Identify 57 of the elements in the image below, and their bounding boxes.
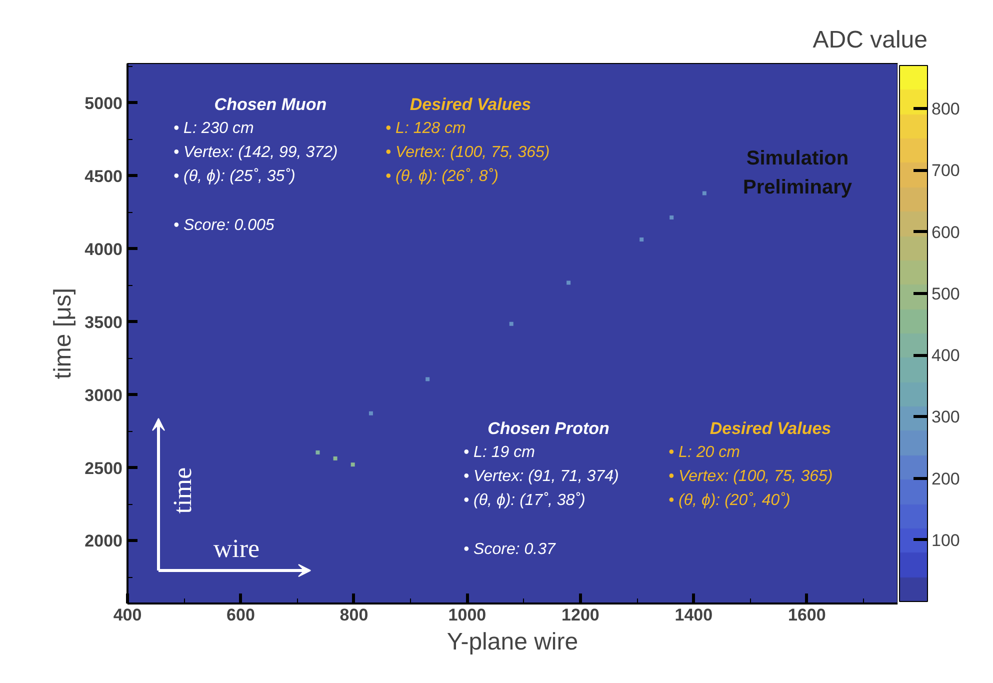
annotation: • (θ, ϕ): (20˚, 40˚): [668, 492, 790, 509]
x-axis-title: Y-plane wire: [446, 628, 578, 656]
annotation: • Score: 0.37: [464, 541, 556, 558]
point: [426, 377, 430, 382]
point: [702, 191, 706, 196]
annotation: • (θ, ϕ): (25˚, 35˚): [174, 168, 296, 185]
annotation: • L: 19 cm: [464, 444, 535, 461]
color-bar-label: 700: [932, 161, 960, 180]
y-tick-label: 3500: [84, 312, 123, 332]
annotation: • L: 128 cm: [386, 120, 466, 137]
point: [640, 238, 644, 242]
point: [333, 456, 338, 460]
x-tick-label: 1400: [674, 606, 713, 624]
x-tick-label: 400: [113, 606, 142, 624]
annotation: Preliminary: [743, 176, 853, 198]
color-bar-label: 800: [932, 100, 960, 119]
point: [509, 322, 514, 326]
x-tick-label: 800: [340, 606, 368, 624]
annotation: • Score: 0.005: [174, 217, 274, 234]
y-tick-label: 4000: [84, 240, 123, 259]
annotation: • Vertex: (100, 75, 365): [668, 468, 833, 485]
annotation: • Vertex: (100, 75, 365): [386, 144, 550, 161]
point: [566, 280, 571, 285]
annotation: Desired Values: [410, 95, 532, 114]
annotation: • (θ, ϕ): (17˚, 38˚): [464, 492, 586, 509]
point: [350, 462, 355, 467]
y-tick-label: 4500: [84, 166, 123, 186]
annotation: Desired Values: [710, 419, 832, 438]
color-bar-label: 300: [932, 408, 960, 427]
y-tick-label: 2500: [84, 458, 123, 478]
annotation: • Vertex: (91, 71, 374): [464, 468, 619, 485]
annotation: • Vertex: (142, 99, 372): [174, 144, 338, 161]
annotation: time: [168, 467, 197, 514]
y-tick-label: 3000: [84, 386, 123, 405]
point: [670, 215, 674, 220]
color-bar-title: ADC value: [812, 26, 928, 54]
color-bar-label: 500: [932, 284, 960, 304]
y-axis-title: time [μs]: [50, 288, 77, 380]
x-tick-label: 1000: [448, 606, 486, 624]
color-bar-label: 100: [932, 530, 960, 550]
point: [316, 450, 320, 454]
annotation: Simulation: [746, 148, 849, 170]
annotation: Chosen Muon: [214, 95, 327, 114]
color-bar-label: 600: [932, 222, 960, 242]
annotation: • (θ, ϕ): (26˚, 8˚): [386, 168, 498, 185]
color-bar-label: 200: [932, 469, 960, 488]
x-tick-label: 1200: [562, 606, 600, 624]
annotation: • L: 230 cm: [174, 120, 254, 137]
annotation: Chosen Proton: [488, 419, 610, 438]
point: [368, 411, 373, 416]
x-tick-label: 600: [226, 606, 255, 624]
color-bar-label: 400: [932, 346, 960, 366]
annotation: • L: 20 cm: [668, 444, 740, 461]
y-tick-label: 2000: [84, 532, 123, 551]
annotation: wire: [213, 534, 260, 563]
x-tick-label: 1600: [788, 606, 826, 624]
y-tick-label: 5000: [84, 94, 123, 113]
